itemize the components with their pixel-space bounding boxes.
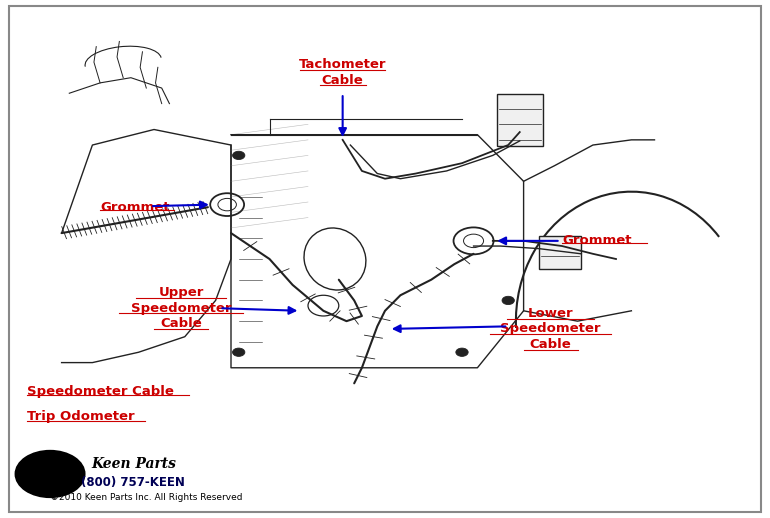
- Text: Speedometer Cable: Speedometer Cable: [27, 384, 174, 398]
- Text: Trip Odometer: Trip Odometer: [27, 410, 135, 424]
- Text: Tachometer: Tachometer: [299, 58, 387, 71]
- Text: (800) 757-KEEN: (800) 757-KEEN: [81, 476, 185, 490]
- Circle shape: [502, 296, 514, 305]
- Text: ©2010 Keen Parts Inc. All Rights Reserved: ©2010 Keen Parts Inc. All Rights Reserve…: [50, 493, 243, 502]
- Circle shape: [233, 151, 245, 160]
- Text: Lower: Lower: [527, 307, 574, 320]
- Circle shape: [15, 451, 85, 497]
- Circle shape: [456, 348, 468, 356]
- Text: Grommet: Grommet: [100, 200, 169, 214]
- Circle shape: [233, 348, 245, 356]
- Text: Speedometer: Speedometer: [500, 322, 601, 336]
- Bar: [497, 94, 543, 146]
- Text: Grommet: Grommet: [562, 234, 631, 248]
- Text: Cable: Cable: [160, 317, 202, 330]
- Text: Cable: Cable: [322, 74, 363, 87]
- Text: Keen Parts: Keen Parts: [91, 456, 176, 471]
- Text: Speedometer: Speedometer: [131, 301, 231, 315]
- Text: Upper: Upper: [159, 286, 203, 299]
- Bar: [539, 236, 581, 269]
- Text: Cable: Cable: [530, 338, 571, 351]
